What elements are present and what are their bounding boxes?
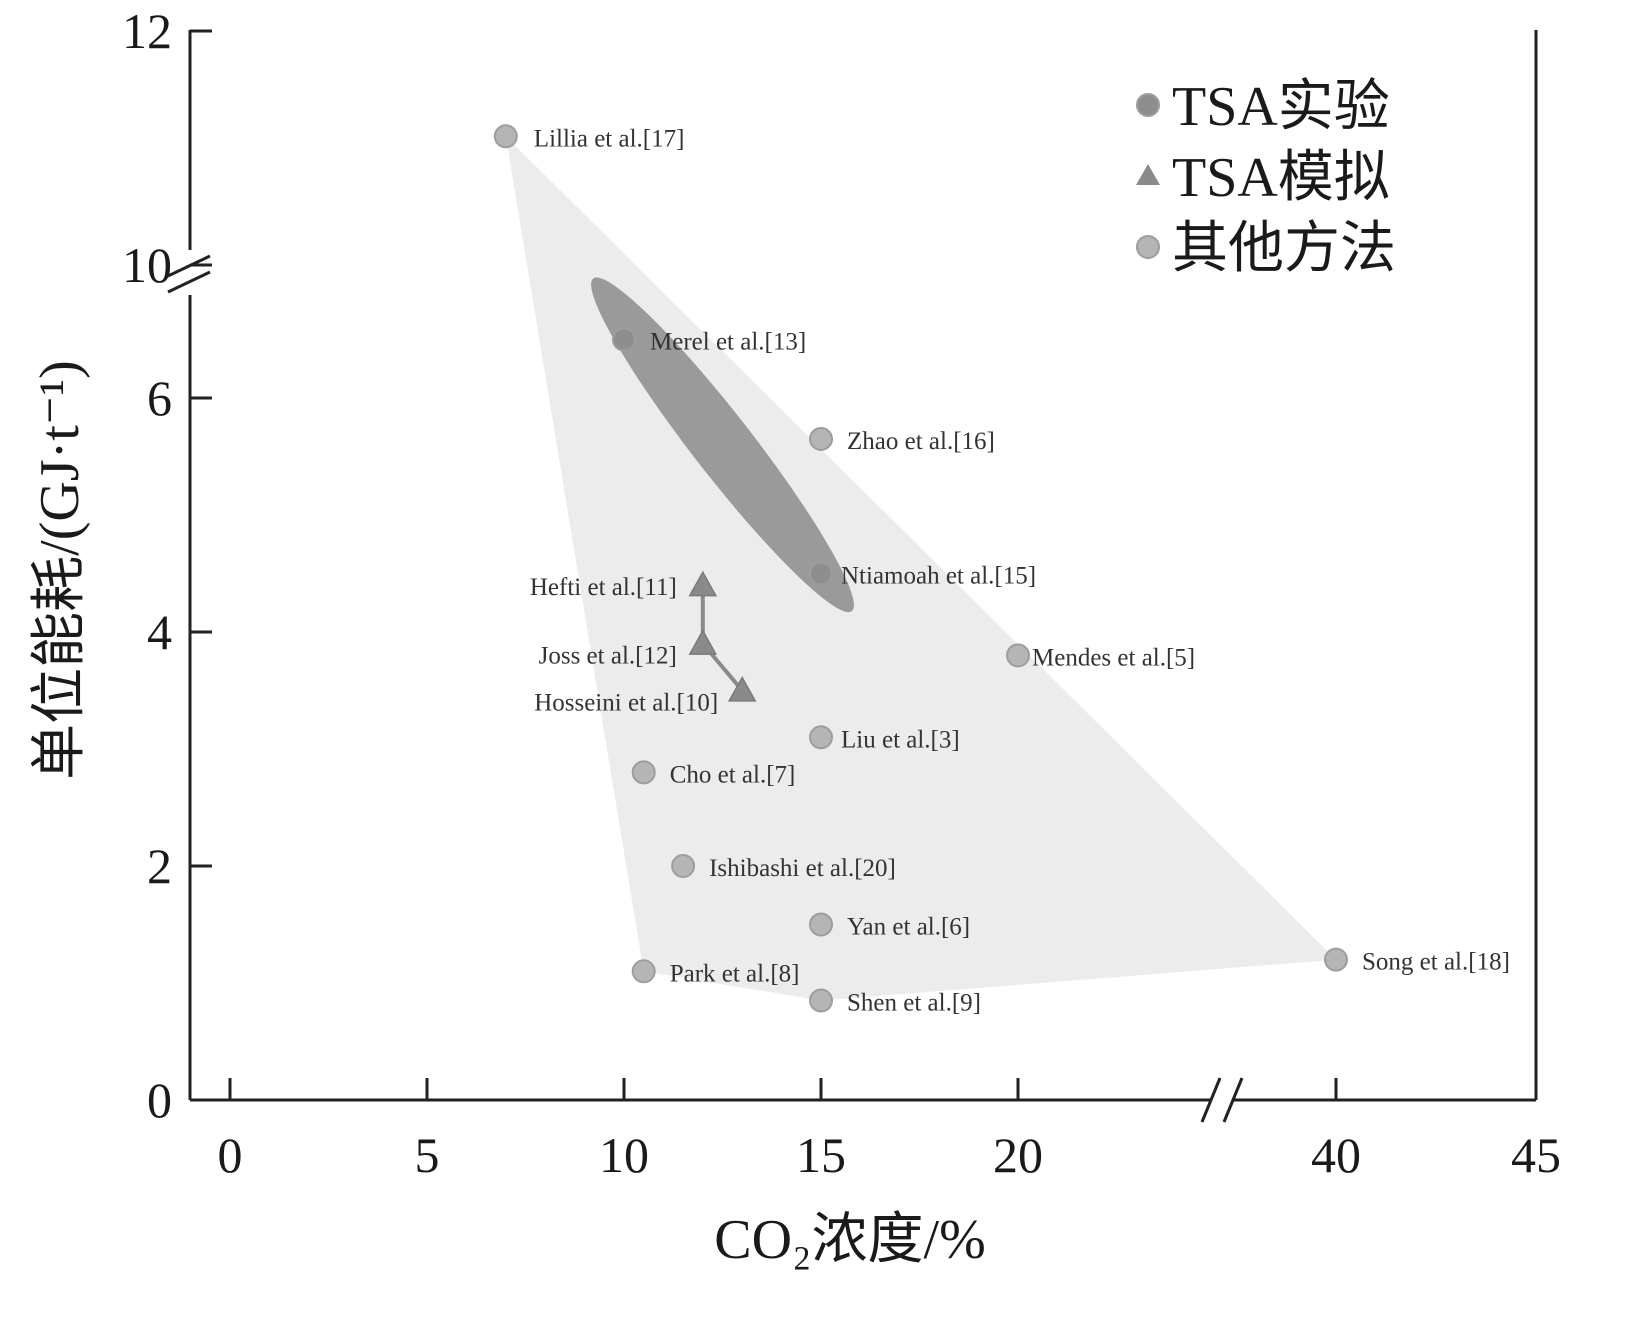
x-break-mark [1200, 1077, 1222, 1123]
point-label: Merel et al.[13] [650, 329, 806, 356]
region-layer [505, 136, 1336, 1001]
point-label: Lillia et al.[17] [534, 125, 685, 152]
point-label: Liu et al.[3] [841, 726, 960, 753]
data-point [809, 426, 833, 451]
point-label: Ishibashi et al.[20] [709, 855, 896, 882]
y-break-mark [167, 254, 211, 278]
point-label: Park et al.[8] [670, 960, 800, 987]
y-tick-label: 12 [122, 3, 172, 59]
legend-label: 其他方法 [1172, 218, 1396, 280]
point-label: Cho et al.[7] [670, 761, 796, 788]
y-tick-label: 6 [147, 370, 172, 426]
point-label: Mendes et al.[5] [1032, 644, 1195, 671]
data-point-triangle [688, 629, 718, 655]
x-tick-label: 15 [796, 1127, 846, 1183]
y-tick-label: 2 [147, 838, 172, 894]
y-tick-label: 0 [147, 1072, 172, 1128]
axes-layer: 0 5 10 15 20 40 45 0 2 4 6 10 12 [122, 3, 1561, 1183]
data-point [631, 760, 656, 785]
point-label: Hefti et al.[11] [530, 574, 677, 601]
marks-layer: Merel et al.[13] Ntiamoah et al.[15] Hefti… [493, 124, 1510, 1017]
point-label: Zhao et al.[16] [847, 428, 995, 455]
point-label: Shen et al.[9] [847, 990, 981, 1017]
y-break-mark [167, 270, 211, 294]
tsa-experiment-ellipse [591, 277, 854, 613]
y-tick-label: 4 [147, 604, 172, 660]
x-tick-label: 20 [993, 1127, 1043, 1183]
x-tick-label: 10 [599, 1127, 649, 1183]
legend-marker-triangle [1136, 164, 1160, 185]
x-tick-label: 40 [1311, 1127, 1361, 1183]
x-break-gap [1212, 1094, 1232, 1106]
data-point [809, 561, 833, 586]
point-label: Ntiamoah et al.[15] [841, 563, 1036, 590]
point-label: Song et al.[18] [1362, 949, 1510, 976]
legend-marker [1136, 235, 1160, 259]
point-label: Hosseini et al.[10] [534, 690, 718, 717]
x-axis-title: CO₂浓度/% [714, 1209, 986, 1271]
data-point-triangle [727, 675, 757, 702]
shaded-region [505, 136, 1336, 1001]
data-point [631, 959, 656, 984]
data-point [809, 988, 833, 1013]
x-tick-label: 5 [415, 1127, 440, 1183]
point-label: Yan et al.[6] [847, 914, 970, 941]
legend-label: TSA模拟 [1172, 147, 1390, 209]
data-point [612, 327, 636, 352]
x-break-mark [1222, 1077, 1244, 1123]
data-point [1324, 947, 1348, 972]
x-tick-label: 45 [1511, 1127, 1561, 1183]
y-tick-label: 10 [122, 237, 172, 293]
data-point [671, 854, 696, 878]
x-tick-label: 0 [218, 1127, 243, 1183]
data-point [493, 124, 518, 149]
data-point [809, 725, 833, 750]
data-point-triangle [688, 570, 718, 597]
legend-marker [1136, 93, 1160, 117]
legend-label: TSA实验 [1172, 76, 1390, 138]
data-point [1006, 643, 1030, 668]
y-axis-title: 单位能耗/(GJ·t⁻¹) [29, 360, 91, 780]
point-label: Joss et al.[12] [539, 643, 677, 670]
data-point [809, 912, 833, 937]
